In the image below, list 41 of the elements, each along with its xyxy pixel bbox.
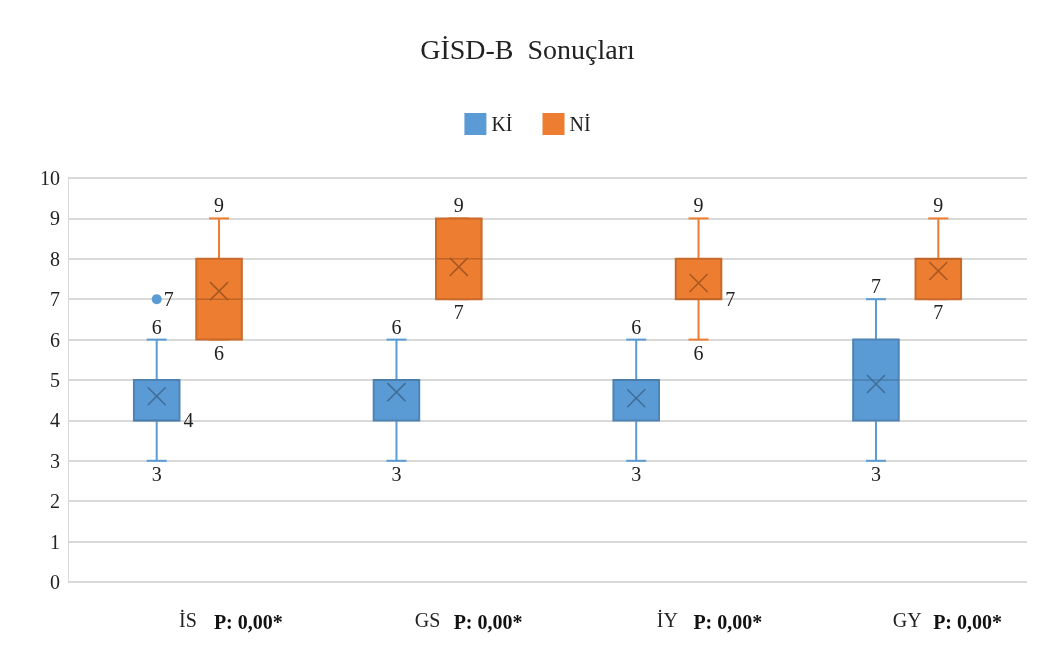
annotation: 3 (631, 462, 642, 485)
annotation: 3 (870, 462, 881, 485)
y-tick-label: 8 (50, 247, 60, 270)
annotation: 7 (725, 288, 736, 311)
text: P: 0,00* (453, 611, 523, 633)
x-tick-label: GS (414, 609, 441, 631)
annotation: 6 (693, 341, 704, 364)
text: P: 0,00* (213, 611, 283, 633)
y-tick-label: 1 (50, 530, 60, 553)
legend-label: Nİ (569, 113, 591, 135)
y-tick-label: 4 (50, 409, 60, 432)
annotation: 7 (453, 301, 464, 324)
text: P: 0,00* (933, 611, 1003, 633)
annotation: 9 (933, 194, 944, 217)
y-tick-label: 6 (50, 328, 60, 351)
x-tick-label: GY (892, 609, 922, 631)
chart-title: GİSD-B Sonuçları (420, 33, 636, 65)
y-tick-label: 10 (40, 167, 60, 189)
y-tick-label: 7 (50, 288, 60, 311)
y-tick-label: 9 (50, 207, 60, 230)
annotation: 3 (151, 462, 162, 485)
x-tick-label: İS (178, 609, 197, 631)
annotation: 9 (453, 194, 464, 217)
annotation: 3 (391, 462, 402, 485)
annotation: 4 (183, 409, 194, 432)
annotation: 9 (693, 194, 704, 217)
annotation: 7 (933, 301, 944, 324)
y-tick-label: 0 (50, 571, 60, 593)
annotation: 6 (631, 315, 642, 338)
x-tick-label: İY (656, 609, 678, 631)
annotation: 6 (151, 315, 162, 338)
y-tick-label: 3 (50, 449, 60, 472)
annotation: 6 (391, 315, 402, 338)
y-tick-label: 5 (50, 369, 60, 391)
legend-label: Kİ (491, 113, 513, 135)
text: P: 0,00* (693, 611, 763, 633)
annotation: 6 (214, 341, 225, 364)
annotation: 9 (214, 194, 225, 217)
annotation: 7 (870, 275, 881, 298)
annotation: 7 (163, 288, 174, 311)
y-tick-label: 2 (50, 490, 60, 513)
